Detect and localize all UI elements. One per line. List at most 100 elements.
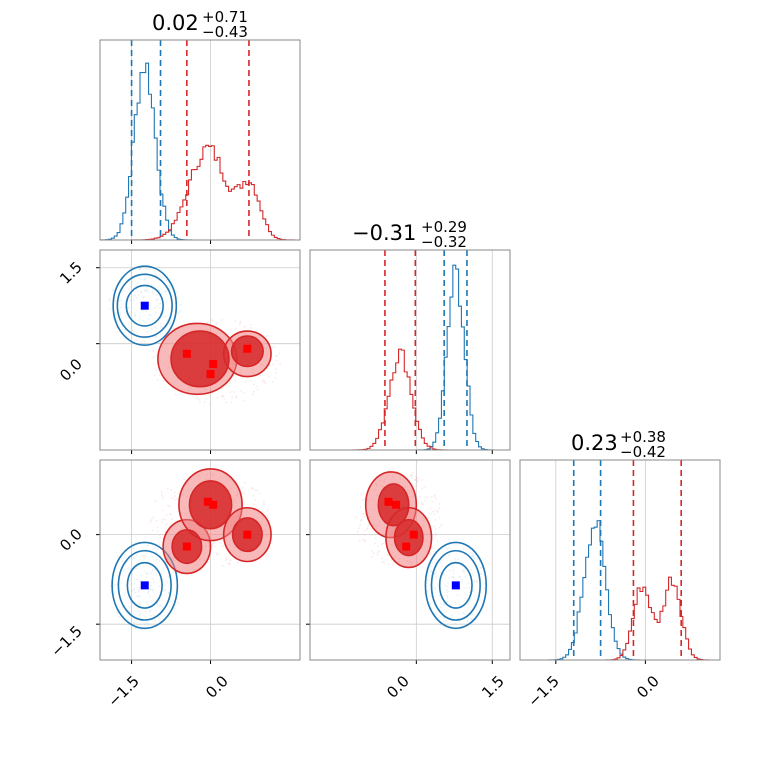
sample-point	[165, 290, 167, 292]
sample-point	[155, 335, 158, 338]
sample-point	[427, 575, 430, 578]
sample-point	[149, 588, 151, 591]
sample-point	[123, 568, 126, 571]
sample-point	[220, 319, 223, 321]
sample-point	[414, 485, 417, 488]
sample-point	[148, 610, 151, 612]
sample-point	[157, 298, 159, 301]
sample-point	[374, 542, 377, 544]
sample-point	[274, 372, 277, 374]
sample-point	[438, 594, 441, 597]
sample-point	[139, 317, 141, 320]
sample-point	[163, 518, 166, 521]
sample-point	[367, 522, 370, 525]
sample-point	[161, 326, 164, 329]
sample-point	[130, 271, 133, 273]
sample-point	[159, 579, 162, 582]
sample-point	[140, 291, 143, 294]
sample-point	[470, 568, 472, 571]
sample-point	[148, 268, 151, 271]
sample-point	[139, 612, 142, 615]
sample-point	[266, 510, 269, 513]
sample-point	[251, 393, 254, 396]
sample-point	[254, 489, 257, 492]
title-2-lower: −0.32	[421, 233, 467, 251]
sample-point	[363, 540, 366, 543]
sample-point	[137, 319, 140, 322]
sample-point	[360, 518, 363, 521]
sample-point	[150, 614, 152, 617]
sample-point	[454, 558, 457, 560]
sample-point	[114, 300, 117, 303]
sample-point	[146, 290, 149, 293]
sample-point	[252, 494, 255, 497]
sample-point	[144, 555, 147, 558]
sample-point	[115, 609, 118, 612]
sample-point	[464, 576, 467, 579]
sample-point	[434, 495, 437, 498]
sample-point	[158, 307, 161, 310]
panel-frame	[519, 459, 721, 661]
sample-point	[433, 572, 436, 575]
sample-point	[164, 588, 167, 591]
sample-point	[164, 584, 167, 587]
sample-point	[376, 551, 379, 554]
sample-point	[145, 267, 148, 270]
sample-point	[152, 292, 155, 295]
panel-frame	[309, 249, 511, 451]
sample-point	[414, 478, 417, 481]
contour-panel-param2-param3	[306, 459, 511, 664]
sample-point	[222, 544, 225, 547]
sample-point	[159, 536, 162, 539]
sample-point	[121, 606, 124, 609]
sample-point	[211, 318, 214, 321]
sample-point	[239, 320, 242, 323]
sample-point	[439, 561, 442, 564]
sample-point	[456, 594, 459, 596]
sample-point	[362, 512, 365, 515]
sample-point	[145, 289, 148, 291]
sample-point	[196, 396, 199, 399]
sample-point	[125, 315, 128, 318]
sample-point	[165, 524, 168, 527]
sample-point	[147, 276, 150, 279]
sample-point	[198, 398, 200, 401]
sample-point	[154, 547, 156, 549]
sample-point	[438, 507, 441, 510]
sample-point	[109, 307, 112, 310]
sample-point	[363, 534, 366, 537]
histogram-panel-param-3	[519, 459, 721, 664]
sample-point	[140, 341, 143, 343]
sample-point	[365, 528, 368, 531]
sample-point	[371, 550, 373, 552]
sample-point	[427, 571, 430, 574]
sample-point	[234, 327, 237, 330]
sample-point	[114, 583, 116, 586]
sample-point	[433, 494, 436, 497]
sample-point	[429, 584, 432, 587]
sample-point	[145, 573, 148, 575]
sample-point	[213, 545, 216, 548]
sample-point	[421, 503, 424, 505]
sample-point	[434, 576, 437, 579]
sample-point	[122, 289, 125, 292]
sample-point	[261, 380, 264, 383]
sample-point	[169, 512, 172, 515]
sample-point	[416, 481, 419, 483]
sample-point	[425, 496, 428, 499]
sample-point	[441, 564, 444, 567]
sample-point	[454, 622, 456, 625]
sample-point	[436, 540, 439, 543]
sample-point	[209, 403, 212, 406]
sample-point	[256, 489, 259, 492]
sample-point	[177, 492, 180, 495]
sample-point	[429, 603, 432, 606]
sample-point	[448, 547, 451, 550]
sample-point	[122, 556, 125, 559]
sample-point	[470, 618, 473, 621]
sample-point	[424, 485, 426, 488]
sample-point	[152, 356, 154, 359]
sample-point	[179, 303, 182, 306]
sample-point	[228, 562, 231, 565]
sample-point	[134, 555, 137, 558]
